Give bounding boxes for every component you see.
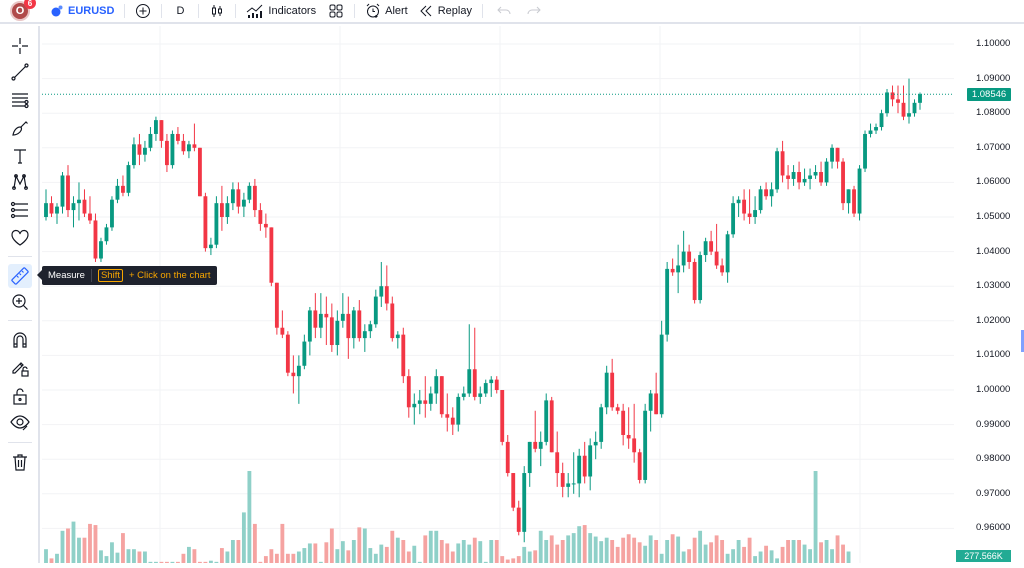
symbol-label: EURUSD [68,5,115,17]
lock-drawings-icon [12,362,29,377]
price-tick-label: 1.07000 [976,141,1011,153]
symbol-flag-icon [51,5,63,17]
measure-tooltip: Measure Shift + Click on the chart [37,266,217,285]
zoom-tool[interactable] [8,290,32,314]
tooltip-title: Measure [48,270,85,281]
price-tick-label: 1.06000 [976,176,1011,188]
fib-tool[interactable] [8,88,32,112]
heart-icon [11,229,29,246]
templates-button[interactable] [322,0,350,22]
replay-label: Replay [437,5,472,17]
scroll-handle[interactable] [1021,330,1024,352]
drawing-toolbar [0,26,40,563]
divider [235,4,237,18]
indicators-label: Indicators [268,5,317,17]
lock-tool[interactable] [8,384,32,408]
brush-tool[interactable] [8,116,32,140]
notification-badge: 6 [24,0,36,9]
price-tick-label: 0.99000 [976,418,1011,430]
prediction-tool[interactable] [8,198,32,222]
trendline-icon [11,63,29,81]
volume-tag: 277.566K [956,550,1011,562]
crosshair-tool[interactable] [8,34,32,58]
undo-button[interactable] [487,0,521,22]
compare-button[interactable] [129,0,157,22]
candlestick-chart[interactable] [42,26,954,563]
divider [198,4,200,18]
price-tick-label: 1.02000 [976,314,1011,326]
price-tick-label: 1.03000 [976,280,1011,292]
redo-icon [527,6,541,15]
fib-icon [12,93,29,109]
magnet-icon [13,332,27,348]
chart-type-button[interactable] [203,0,231,22]
text-icon [14,149,26,164]
trendline-tool[interactable] [8,60,32,84]
zoom-in-icon [12,294,28,310]
current-price-tag: 1.08546 [967,88,1011,102]
undo-icon [497,6,511,15]
top-toolbar: O 6 EURUSD D Indicators Alert Replay [0,0,1024,24]
prediction-icon [10,201,28,219]
avatar-letter: O [15,5,25,17]
favorites-tool[interactable] [8,226,32,250]
price-tick-label: 1.01000 [976,349,1011,361]
alert-label: Alert [385,5,408,17]
price-tick-label: 0.96000 [976,522,1011,534]
indicators-button[interactable]: Indicators [240,0,322,22]
tooltip-hint: + Click on the chart [128,270,211,281]
divider [8,320,32,321]
alert-button[interactable]: Alert [359,0,414,22]
symbol-search-button[interactable]: EURUSD [44,0,120,22]
redo-button[interactable] [521,0,547,22]
divider [8,256,32,257]
divider [354,4,356,18]
avatar[interactable]: O 6 [10,0,36,21]
divider [90,269,92,282]
replay-icon [420,5,432,17]
eye-icon [10,415,30,431]
alarm-clock-icon [366,3,380,18]
divider [161,4,163,18]
divider [8,442,32,443]
trash-icon [13,454,27,471]
interval-button[interactable]: D [166,0,194,22]
pattern-tool[interactable] [8,170,32,194]
ruler-icon [11,267,29,285]
price-axis[interactable]: 1.08546 277.566K 1.10000 1.09000 1.08000 1.… [954,26,1024,563]
price-tick-label: 1.04000 [976,245,1011,257]
plus-circle-icon [136,4,151,18]
replay-button[interactable]: Replay [414,0,478,22]
brush-icon [12,121,28,136]
price-tick-label: 1.08000 [976,107,1011,119]
grid-icon [329,4,343,18]
measure-tool[interactable] [8,264,32,288]
shortcut-key: Shift [97,269,123,282]
price-tick-label: 1.00000 [976,384,1011,395]
candles-icon [212,5,223,17]
price-tick-label: 1.09000 [976,72,1011,84]
pattern-icon [12,174,28,190]
price-tick-label: 0.97000 [976,487,1011,499]
lock-icon [13,388,27,405]
chart-pane[interactable] [42,26,954,563]
price-tick-label: 1.10000 [976,38,1011,49]
remove-drawings-tool[interactable] [8,450,32,474]
magnet-tool[interactable] [8,328,32,352]
hide-tool[interactable] [8,410,32,434]
divider [124,4,126,18]
price-tick-label: 0.98000 [976,453,1011,465]
interval-label: D [176,5,185,17]
divider [481,4,483,18]
indicators-icon [247,4,263,18]
text-tool[interactable] [8,144,32,168]
crosshair-icon [12,38,28,54]
lock-drawings-tool[interactable] [8,356,32,380]
price-tick-label: 1.05000 [976,211,1011,222]
